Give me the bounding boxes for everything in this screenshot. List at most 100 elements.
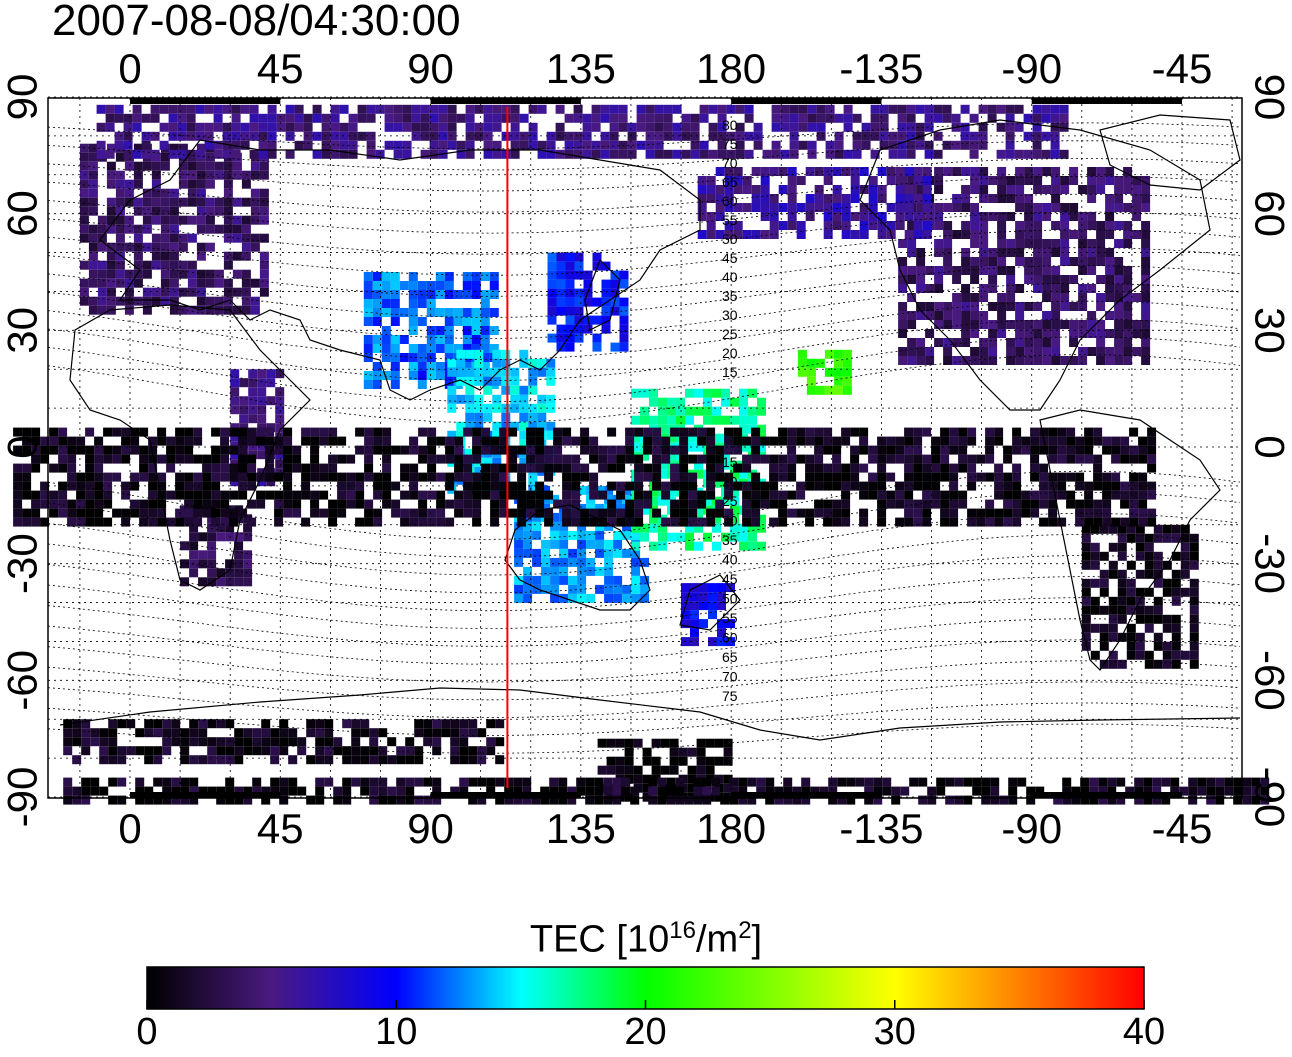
tec-cell-antarctic-rim bbox=[1116, 795, 1126, 805]
tec-cell-greenland-arctic bbox=[618, 113, 628, 123]
tec-cell-brazil-north bbox=[337, 472, 347, 482]
tec-cell-brazil-north bbox=[904, 499, 914, 509]
tec-cell-greenland-arctic bbox=[564, 131, 574, 141]
tec-cell-north-america bbox=[1015, 311, 1025, 320]
tec-cell-antarctic-rim bbox=[369, 777, 379, 787]
tec-cell-north-america bbox=[1069, 338, 1079, 347]
tec-cell-greenland-arctic bbox=[825, 104, 835, 114]
axis-label-left: 90 bbox=[0, 74, 46, 121]
tec-cell-antarctic-rim bbox=[180, 786, 190, 796]
tec-cell-brazil-north bbox=[202, 454, 212, 464]
tec-cell-greenland-arctic bbox=[447, 140, 457, 150]
tec-cell-alaska-russia bbox=[769, 203, 779, 212]
tec-cell-antarctic-rim bbox=[981, 786, 991, 796]
tec-cell-antarctica-west bbox=[288, 737, 298, 747]
tec-cell-antarctica-west bbox=[243, 737, 253, 747]
tec-cell-north-america bbox=[952, 311, 962, 320]
tec-cell-brazil-north bbox=[13, 445, 23, 455]
tec-cell-australia bbox=[613, 548, 623, 558]
tec-cell-southeast-asia bbox=[483, 412, 493, 422]
tec-cell-brazil-north bbox=[139, 472, 149, 482]
tec-cell-antarctic-rim bbox=[99, 786, 109, 796]
tec-cell-south-america bbox=[1135, 533, 1145, 543]
tec-cell-antarctic-rim bbox=[162, 795, 172, 805]
tec-cell-greenland-arctic bbox=[1041, 113, 1051, 123]
tec-cell-europe bbox=[223, 197, 233, 207]
tec-cell-brazil-north bbox=[859, 427, 869, 437]
tec-cell-alaska-russia bbox=[724, 230, 734, 239]
contour-label: 55 bbox=[722, 610, 738, 626]
tec-cell-brazil-north bbox=[607, 508, 617, 518]
tec-cell-greenland-arctic bbox=[1014, 104, 1024, 114]
tec-cell-brazil-north bbox=[895, 490, 905, 500]
tec-cell-brazil-north bbox=[958, 445, 968, 455]
tec-cell-brazil-north bbox=[103, 499, 113, 509]
tec-cell-europe bbox=[160, 287, 170, 297]
tec-cell-brazil-north bbox=[535, 499, 545, 509]
tec-cell-pacific-islands bbox=[694, 523, 703, 533]
tec-cell-north-america bbox=[1123, 221, 1133, 230]
tec-cell-brazil-north bbox=[517, 463, 527, 473]
tec-cell-brazil-north bbox=[895, 445, 905, 455]
tec-cell-brazil-north bbox=[400, 517, 410, 527]
tec-cell-antarctica-west bbox=[414, 746, 424, 756]
tec-cell-antarctic-rim bbox=[288, 777, 298, 787]
tec-cell-south-africa bbox=[243, 550, 253, 560]
tec-cell-alaska-russia bbox=[760, 167, 770, 176]
coast-new-zealand bbox=[679, 574, 741, 631]
tec-cell-southeast-asia bbox=[519, 421, 529, 431]
tec-cell-europe bbox=[250, 170, 260, 180]
tec-cell-new-zealand bbox=[690, 610, 699, 620]
tec-cell-brazil-north bbox=[769, 472, 779, 482]
tec-cell-north-america bbox=[1141, 257, 1151, 266]
tec-cell-alaska-russia bbox=[904, 203, 914, 212]
tec-cell-antarctica-west bbox=[288, 728, 298, 738]
tec-cell-brazil-north bbox=[274, 490, 284, 500]
tec-cell-brazil-north bbox=[571, 508, 581, 518]
tec-cell-north-america bbox=[961, 338, 971, 347]
tec-cell-southeast-asia bbox=[474, 412, 484, 422]
tec-cell-antarctic-rim bbox=[1224, 777, 1234, 787]
tec-cell-brazil-north bbox=[535, 508, 545, 518]
tec-cell-brazil-north bbox=[778, 436, 788, 446]
tec-cell-southeast-asia bbox=[528, 358, 538, 368]
tec-cell-north-america bbox=[952, 320, 962, 329]
tec-cell-brazil-north bbox=[634, 454, 644, 464]
tec-cell-brazil-north bbox=[94, 517, 104, 527]
tec-cell-north-america bbox=[1015, 230, 1025, 239]
tec-cell-north-america bbox=[961, 293, 971, 302]
tec-cell-brazil-north bbox=[202, 481, 212, 491]
tec-cell-pacific-islands bbox=[757, 442, 766, 452]
tec-cell-greenland-arctic bbox=[861, 140, 871, 150]
tec-cell-australia bbox=[613, 575, 623, 585]
tec-cell-north-america bbox=[988, 257, 998, 266]
tec-cell-europe bbox=[223, 179, 233, 189]
tec-cell-europe bbox=[241, 197, 251, 207]
tec-cell-brazil-north bbox=[1030, 445, 1040, 455]
tec-cell-brazil-north bbox=[751, 499, 761, 509]
tec-cell-brazil-north bbox=[1084, 508, 1094, 518]
tec-cell-brazil-north bbox=[94, 490, 104, 500]
tec-cell-brazil-north bbox=[742, 463, 752, 473]
tec-cell-brazil-north bbox=[688, 490, 698, 500]
tec-cell-india-china bbox=[363, 335, 373, 344]
tec-cell-south-america bbox=[1162, 659, 1172, 669]
tec-cell-antarctic-rim bbox=[990, 795, 1000, 805]
tec-cell-japan bbox=[583, 279, 593, 289]
tec-cell-europe bbox=[97, 278, 107, 288]
tec-cell-north-america bbox=[1024, 176, 1034, 185]
tec-cell-brazil-north bbox=[67, 445, 77, 455]
tec-cell-brazil-north bbox=[193, 436, 203, 446]
tec-cell-greenland-arctic bbox=[870, 131, 880, 141]
tec-cell-greenland-arctic bbox=[789, 104, 799, 114]
tec-cell-south-america bbox=[1117, 578, 1127, 588]
tec-cell-europe bbox=[151, 215, 161, 225]
tec-cell-brazil-north bbox=[499, 427, 509, 437]
tec-cell-brazil-north bbox=[220, 490, 230, 500]
tec-cell-greenland-arctic bbox=[384, 122, 394, 132]
tec-cell-brazil-north bbox=[139, 463, 149, 473]
tec-cell-brazil-north bbox=[814, 454, 824, 464]
tec-cell-brazil-north bbox=[679, 454, 689, 464]
tec-cell-north-america bbox=[1141, 275, 1151, 284]
